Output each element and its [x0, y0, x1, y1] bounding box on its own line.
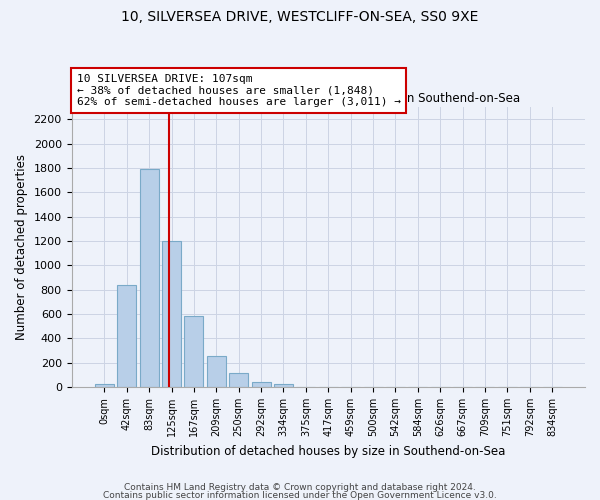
Bar — [207, 356, 226, 387]
Title: Size of property relative to detached houses in Southend-on-Sea: Size of property relative to detached ho… — [137, 92, 520, 104]
X-axis label: Distribution of detached houses by size in Southend-on-Sea: Distribution of detached houses by size … — [151, 444, 505, 458]
Bar — [162, 241, 181, 387]
Text: Contains HM Land Registry data © Crown copyright and database right 2024.: Contains HM Land Registry data © Crown c… — [124, 484, 476, 492]
Bar — [95, 384, 114, 387]
Y-axis label: Number of detached properties: Number of detached properties — [15, 154, 28, 340]
Bar — [229, 373, 248, 387]
Bar — [251, 382, 271, 387]
Text: Contains public sector information licensed under the Open Government Licence v3: Contains public sector information licen… — [103, 490, 497, 500]
Bar — [274, 384, 293, 387]
Bar — [184, 316, 203, 387]
Text: 10, SILVERSEA DRIVE, WESTCLIFF-ON-SEA, SS0 9XE: 10, SILVERSEA DRIVE, WESTCLIFF-ON-SEA, S… — [121, 10, 479, 24]
Text: 10 SILVERSEA DRIVE: 107sqm
← 38% of detached houses are smaller (1,848)
62% of s: 10 SILVERSEA DRIVE: 107sqm ← 38% of deta… — [77, 74, 401, 107]
Bar — [140, 170, 158, 387]
Bar — [117, 285, 136, 387]
